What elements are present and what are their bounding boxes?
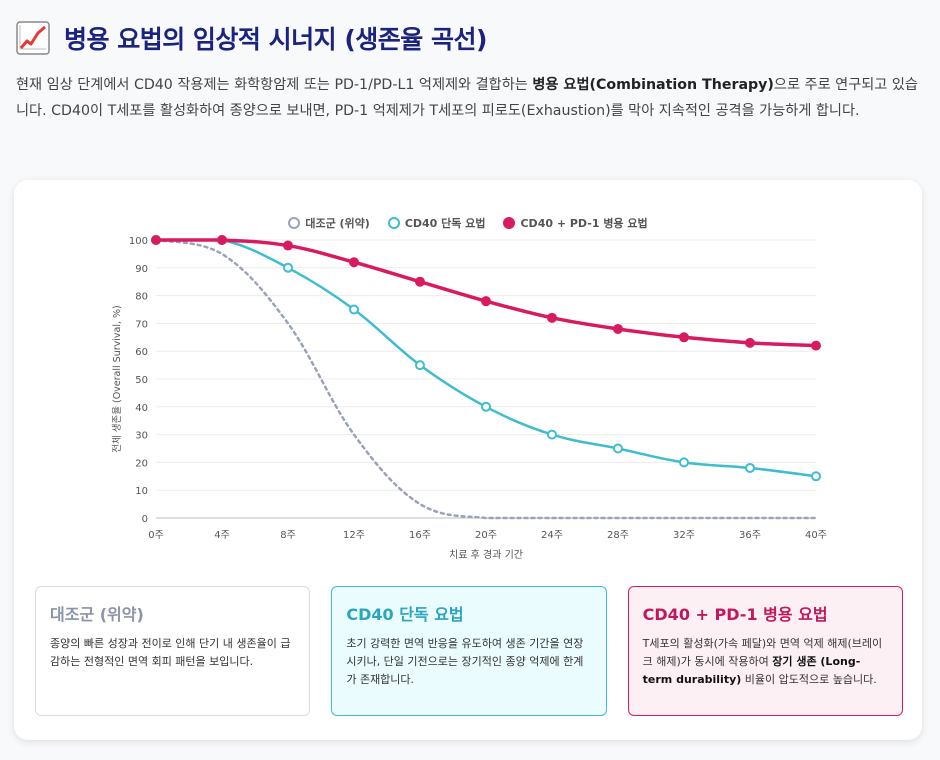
card-control-text: 종양의 빠른 성장과 전이로 인해 단기 내 생존율이 급감하는 전형적인 면역… xyxy=(50,637,291,668)
data-point-combo xyxy=(679,332,689,343)
data-point-combo xyxy=(481,296,491,307)
data-point-mono xyxy=(349,304,359,315)
intro-text-1: 현재 임상 단계에서 CD40 작용제는 화학항암제 또는 PD-1/PD-L1… xyxy=(16,77,533,93)
intro-bold: 병용 요법(Combination Therapy) xyxy=(532,77,774,93)
data-point-combo xyxy=(415,276,425,287)
data-point-mono xyxy=(481,401,491,412)
y-tick-label: 20 xyxy=(135,458,148,469)
series-line-combo xyxy=(154,238,818,348)
data-point-combo xyxy=(283,240,293,251)
data-point-mono xyxy=(613,443,623,454)
data-point-combo xyxy=(547,312,557,323)
y-axis-label: 전체 생존율 (Overall Survival, %) xyxy=(112,305,123,453)
x-tick-label: 28주 xyxy=(607,530,629,541)
x-tick-label: 32주 xyxy=(673,530,695,541)
legend-item-control[interactable]: 대조군 (위약) xyxy=(288,215,370,231)
survival-chart: 0 10 20 30 40 50 60 70 80 90 100 0주 4주 8주 12주 16주 20주 24주… xyxy=(112,235,827,561)
page-title: 병용 요법의 임상적 시너지 (생존율 곡선) xyxy=(64,25,487,54)
data-point-mono xyxy=(811,471,821,482)
card-combo-text-2: 비율이 압도적으로 높습니다. xyxy=(741,673,877,686)
data-point-combo xyxy=(151,235,161,245)
data-point-mono xyxy=(547,429,557,440)
y-tick-label: 100 xyxy=(129,236,148,247)
data-point-mono xyxy=(415,360,425,371)
data-point-mono xyxy=(745,462,755,473)
x-tick-label: 24주 xyxy=(541,530,563,541)
y-tick-label: 50 xyxy=(135,375,148,386)
card-combo-text: T세포의 활성화(가속 페달)와 면역 억제 해제(브레이크 해제)가 동시에 … xyxy=(643,635,888,689)
legend-item-combo[interactable]: CD40 + PD-1 병용 요법 xyxy=(503,215,648,231)
data-point-combo xyxy=(613,323,623,334)
y-tick-label: 80 xyxy=(135,292,148,303)
summary-cards: 대조군 (위약) 종양의 빠른 성장과 전이로 인해 단기 내 생존율이 급감하… xyxy=(35,586,903,716)
legend-label-mono: CD40 단독 요법 xyxy=(404,217,486,230)
x-tick-label: 40주 xyxy=(805,530,827,541)
intro-text-2: 으로 주로 연구되고 있습니다. CD40이 T세포를 활성화하여 종양으로 보… xyxy=(16,77,918,119)
y-tick-label: 0 xyxy=(142,514,148,525)
series-line-mono xyxy=(154,238,818,478)
card-mono: CD40 단독 요법 초기 강력한 면역 반응을 유도하여 생존 기간을 연장시… xyxy=(331,586,607,716)
y-tick-label: 40 xyxy=(135,403,148,414)
x-tick-label: 16주 xyxy=(409,530,431,541)
card-control: 대조군 (위약) 종양의 빠른 성장과 전이로 인해 단기 내 생존율이 급감하… xyxy=(35,586,311,716)
card-combo-title: CD40 + PD-1 병용 요법 xyxy=(642,605,828,624)
series-line-control xyxy=(154,238,818,520)
data-point-mono xyxy=(679,457,689,468)
x-tick-label: 4주 xyxy=(214,530,230,541)
intro-paragraph: 현재 임상 단계에서 CD40 작용제는 화학항암제 또는 PD-1/PD-L1… xyxy=(16,72,924,124)
x-axis-label: 치료 후 경과 기간 xyxy=(449,548,523,561)
legend-label-control: 대조군 (위약) xyxy=(305,217,370,230)
y-tick-label: 70 xyxy=(135,319,148,330)
card-mono-title: CD40 단독 요법 xyxy=(346,605,464,624)
legend-marker-control xyxy=(288,217,301,229)
card-mono-text: 초기 강력한 면역 반응을 유도하여 생존 기간을 연장시키나, 단일 기전으로… xyxy=(346,637,584,686)
data-point-combo xyxy=(745,337,755,348)
card-control-title: 대조군 (위약) xyxy=(50,605,144,624)
card-combo-bold: 장기 생존 (Long-term durability) xyxy=(642,655,861,686)
legend-label-combo: CD40 + PD-1 병용 요법 xyxy=(520,217,648,230)
x-tick-label: 20주 xyxy=(475,530,497,541)
chart-increasing-icon xyxy=(16,21,50,55)
chart-legend: 대조군 (위약) CD40 단독 요법 CD40 + PD-1 병용 요법 xyxy=(14,215,922,231)
y-tick-label: 10 xyxy=(135,486,148,497)
chart-card: 0 10 20 30 40 50 60 70 80 90 100 0주 4주 8주 12주 16주 20주 24주… xyxy=(14,180,922,740)
x-tick-label: 0주 xyxy=(148,530,164,541)
card-combo: CD40 + PD-1 병용 요법 T세포의 활성화(가속 페달)와 면역 억제… xyxy=(627,586,903,716)
legend-marker-mono xyxy=(387,217,400,229)
data-point-combo xyxy=(811,340,821,351)
x-tick-label: 8주 xyxy=(280,530,296,541)
data-point-mono xyxy=(283,262,293,273)
y-tick-label: 90 xyxy=(135,264,148,275)
y-tick-label: 60 xyxy=(135,347,148,358)
data-point-combo xyxy=(349,257,359,268)
x-tick-label: 36주 xyxy=(739,530,761,541)
y-tick-label: 30 xyxy=(135,431,148,442)
data-point-combo xyxy=(217,235,227,245)
x-tick-label: 12주 xyxy=(343,530,365,541)
card-combo-text-1: T세포의 활성화(가속 페달)와 면역 억제 해제(브레이크 해제)가 동시에 … xyxy=(642,637,883,668)
legend-item-mono[interactable]: CD40 단독 요법 xyxy=(387,215,486,231)
page-header: 병용 요법의 임상적 시너지 (생존율 곡선) xyxy=(16,20,487,56)
legend-marker-combo xyxy=(503,217,516,229)
